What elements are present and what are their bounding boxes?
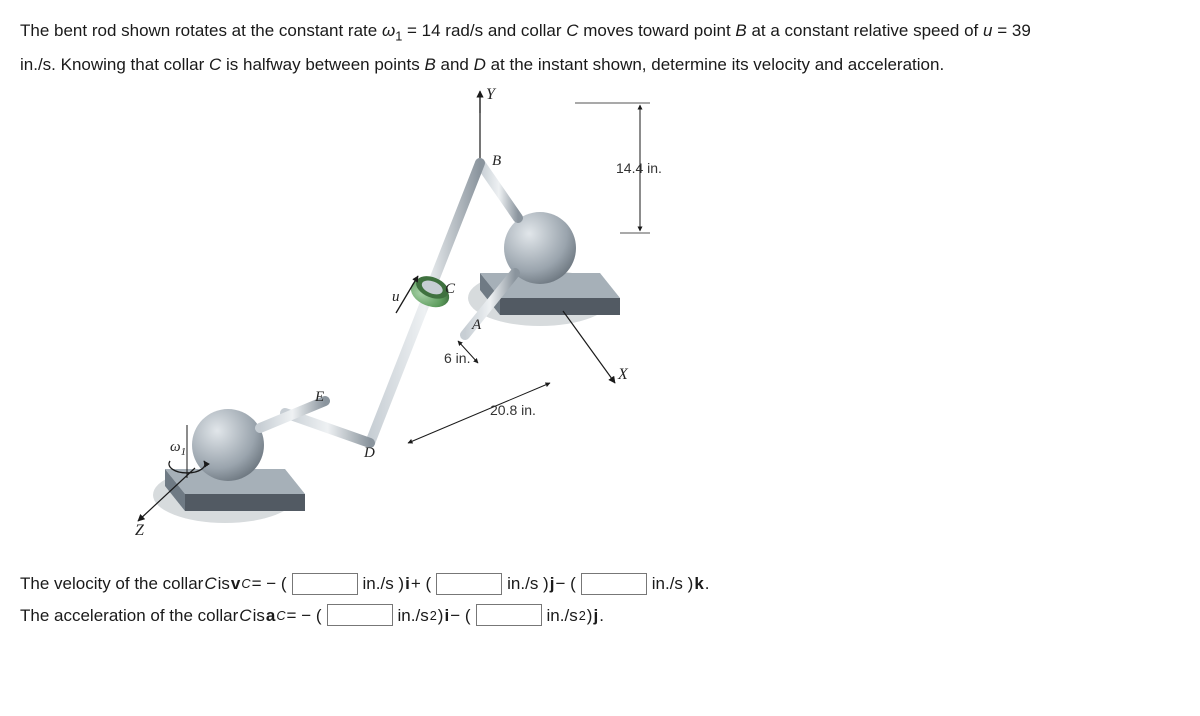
text: = − ( — [252, 571, 287, 597]
text: The acceleration of the collar — [20, 603, 238, 629]
text: − ( — [555, 571, 575, 597]
point-c: C — [209, 55, 221, 74]
point-b: B — [735, 21, 746, 40]
dim-20-8: 20.8 in. — [490, 402, 536, 418]
x-axis-line — [563, 311, 615, 383]
label-e: E — [314, 389, 324, 405]
acceleration-j-input[interactable] — [476, 604, 542, 626]
unit: ) — [587, 603, 593, 629]
text: is — [218, 571, 230, 597]
text: = 14 rad/s and collar — [402, 21, 566, 40]
unit: ) — [438, 603, 444, 629]
velocity-j-input[interactable] — [436, 573, 502, 595]
figure-container: X Y Z ω1 u B C A D E 14.4 in. 6 — [20, 83, 1180, 543]
j-vec: j — [550, 571, 555, 597]
a-sub: C — [276, 606, 285, 625]
v-symbol: v — [231, 571, 240, 597]
velocity-i-input[interactable] — [292, 573, 358, 595]
problem-statement-line1: The bent rod shown rotates at the consta… — [20, 18, 1180, 46]
unit: in./s ) — [507, 571, 549, 597]
period: . — [599, 603, 604, 629]
label-a: A — [471, 317, 482, 333]
label-b: B — [492, 153, 501, 169]
c-italic: C — [239, 603, 251, 629]
text: is — [253, 603, 265, 629]
label-c: C — [445, 281, 456, 297]
text: moves toward point — [579, 21, 736, 40]
omega-symbol: ω — [382, 21, 395, 40]
label-d: D — [363, 445, 375, 461]
dim-6: 6 in. — [444, 350, 470, 366]
k-vec: k — [694, 571, 703, 597]
point-d: D — [474, 55, 486, 74]
velocity-line: The velocity of the collar C is vC = − (… — [20, 571, 1180, 597]
text: − ( — [450, 603, 470, 629]
y-axis-label: Y — [486, 86, 497, 103]
ball-joint-left — [192, 409, 264, 481]
dim-14-4: 14.4 in. — [616, 160, 662, 176]
i-vec: i — [405, 571, 410, 597]
text: + ( — [411, 571, 431, 597]
bent-rod-figure: X Y Z ω1 u B C A D E 14.4 in. 6 — [120, 83, 680, 543]
text: at a constant relative speed of — [747, 21, 983, 40]
text: = 39 — [992, 21, 1030, 40]
acceleration-i-input[interactable] — [327, 604, 393, 626]
unit: in./s ) — [652, 571, 694, 597]
rod-b-to-ball — [480, 163, 518, 218]
unit: in./s — [547, 603, 578, 629]
x-axis-label: X — [617, 366, 629, 383]
omega-label: ω1 — [170, 439, 186, 458]
point-c: C — [566, 21, 578, 40]
text: = − ( — [287, 603, 322, 629]
j-vec: j — [593, 603, 598, 629]
point-b: B — [424, 55, 435, 74]
i-vec: i — [444, 603, 449, 629]
answers-block: The velocity of the collar C is vC = − (… — [20, 571, 1180, 628]
period: . — [705, 571, 710, 597]
unit: in./s — [398, 603, 429, 629]
c-italic: C — [204, 571, 216, 597]
v-sub: C — [241, 574, 250, 593]
unit: in./s ) — [363, 571, 405, 597]
text: at the instant shown, determine its velo… — [486, 55, 944, 74]
text: The bent rod shown rotates at the consta… — [20, 21, 382, 40]
a-symbol: a — [266, 603, 275, 629]
text: is halfway between points — [221, 55, 424, 74]
problem-statement-line2: in./s. Knowing that collar C is halfway … — [20, 52, 1180, 78]
u-label: u — [392, 289, 400, 305]
text: The velocity of the collar — [20, 571, 203, 597]
z-axis-label: Z — [135, 522, 145, 539]
text: in./s. Knowing that collar — [20, 55, 209, 74]
velocity-k-input[interactable] — [581, 573, 647, 595]
acceleration-line: The acceleration of the collar C is aC =… — [20, 603, 1180, 629]
text: and — [436, 55, 474, 74]
